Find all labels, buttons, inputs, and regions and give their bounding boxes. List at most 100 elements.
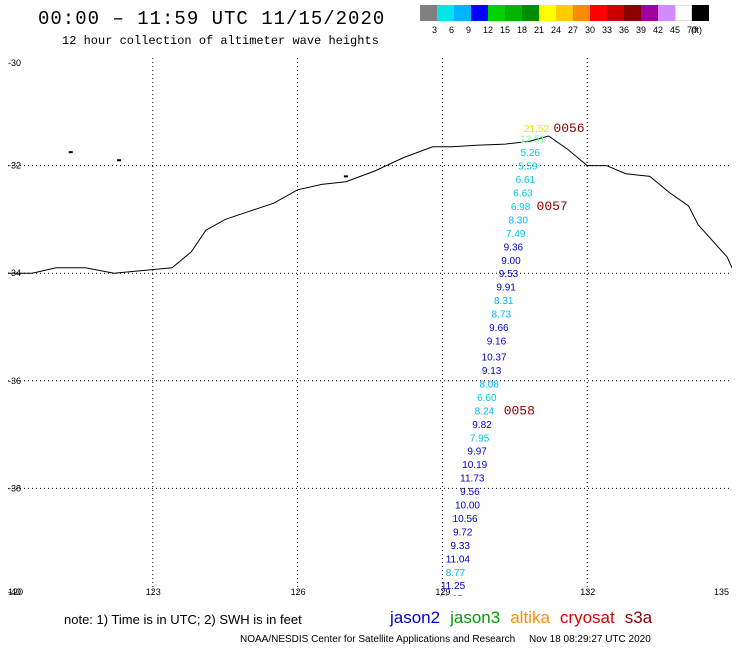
satellite-s3a: s3a xyxy=(624,608,653,627)
legend-tick-label: 3 xyxy=(432,25,438,35)
generated-timestamp: Nov 18 08:29:27 UTC 2020 xyxy=(529,634,651,645)
legend-swatch xyxy=(522,5,539,21)
legend-swatch xyxy=(692,5,709,21)
legend-swatch xyxy=(658,5,675,21)
map-border xyxy=(8,58,732,596)
lat-label: -36 xyxy=(8,376,21,386)
time-labels-layer: 0056005700580059 xyxy=(504,121,585,418)
swh-value: 5.59 xyxy=(518,162,538,173)
satellite-legend: jason2 jason3 altika cryosat s3a xyxy=(390,608,662,628)
swh-value: 9.36 xyxy=(504,242,524,253)
legend-unit: (ft) xyxy=(691,25,702,35)
legend-tick-label: 39 xyxy=(636,25,647,35)
lat-label: -38 xyxy=(8,483,21,493)
legend-tick-label: 33 xyxy=(602,25,613,35)
time-label: 0057 xyxy=(537,199,568,214)
legend-tick-label: 9 xyxy=(466,25,472,35)
legend-tick-label: 70 xyxy=(687,25,698,35)
swh-value: 8.77 xyxy=(446,568,466,579)
time-label: 0058 xyxy=(504,403,535,418)
swh-value: 12.51 xyxy=(520,135,545,146)
swh-value: 6.61 xyxy=(516,175,536,186)
swh-value: 9.66 xyxy=(489,323,509,334)
legend-tick-label: 24 xyxy=(551,25,562,35)
lat-label: -32 xyxy=(8,161,21,171)
satellite-altika: altika xyxy=(510,608,550,627)
lon-label: 129 xyxy=(435,587,450,596)
swh-value: 10.56 xyxy=(453,514,478,525)
legend-swatch xyxy=(590,5,607,21)
lat-label: -30 xyxy=(8,58,21,68)
swh-value: 5.26 xyxy=(521,148,541,159)
swh-value: 9.53 xyxy=(499,269,519,280)
swh-value: 10.25 xyxy=(438,595,463,596)
swh-value: 9.33 xyxy=(451,541,471,552)
island xyxy=(117,159,122,162)
legend-swatch xyxy=(556,5,573,21)
legend-tick-label: 21 xyxy=(534,25,545,35)
legend-swatch xyxy=(505,5,522,21)
legend-swatch xyxy=(539,5,556,21)
island xyxy=(68,151,73,154)
legend-swatch xyxy=(437,5,454,21)
coastline-layer xyxy=(8,135,732,274)
legend-tick-label: 15 xyxy=(500,25,511,35)
map-frame: -30 -32 -34 -36 -38 -40 120 123 126 129 132 135 21.… xyxy=(8,58,732,596)
legend-swatch xyxy=(607,5,624,21)
time-label: 0056 xyxy=(553,121,584,136)
legend-swatch xyxy=(573,5,590,21)
satellite-cryosat: cryosat xyxy=(559,608,615,627)
legend-swatch xyxy=(488,5,505,21)
swh-value: 11.25 xyxy=(441,581,466,592)
legend-swatch xyxy=(471,5,488,21)
lon-label: 120 xyxy=(8,587,23,596)
color-legend: 3 6 9 12 15 18 21 24 27 30 33 36 39 42 45 70 (ft) xyxy=(420,5,730,37)
satellite-jason3: jason3 xyxy=(450,608,501,627)
page-subtitle: 12 hour collection of altimeter wave hei… xyxy=(62,34,379,48)
swh-value: 8.31 xyxy=(494,296,514,307)
credit-line: NOAA/NESDIS Center for Satellite Applica… xyxy=(240,634,651,645)
legend-swatch xyxy=(420,5,437,21)
swh-value: 9.91 xyxy=(496,283,516,294)
legend-tick-label: 36 xyxy=(619,25,630,35)
lon-label: 123 xyxy=(146,587,161,596)
swh-value: 9.13 xyxy=(482,366,502,377)
swh-value: 8.30 xyxy=(508,215,528,226)
lon-label: 135 xyxy=(714,587,729,596)
lon-label: 126 xyxy=(291,587,306,596)
footnote: note: 1) Time is in UTC; 2) SWH is in fe… xyxy=(64,612,302,627)
swh-value: 6.98 xyxy=(511,202,531,213)
swh-value: 6.63 xyxy=(513,189,533,200)
legend-swatch xyxy=(675,5,692,21)
swh-value: 9.16 xyxy=(487,336,507,347)
swh-value: 10.37 xyxy=(482,353,507,364)
swh-value: 8.24 xyxy=(475,406,495,417)
swh-value: 9.72 xyxy=(453,527,473,538)
swh-value: 11.73 xyxy=(460,474,485,485)
lat-label: -34 xyxy=(8,268,21,278)
satellite-jason2: jason2 xyxy=(390,608,441,627)
lat-label: -40 xyxy=(8,587,21,596)
swh-value: 9.82 xyxy=(472,420,492,431)
swh-value: 7.49 xyxy=(506,229,526,240)
swh-value: 8.08 xyxy=(479,379,499,390)
legend-tick-label: 18 xyxy=(517,25,528,35)
swh-value: 8.73 xyxy=(492,310,512,321)
legend-tick-label: 45 xyxy=(670,25,681,35)
legend-tick-label: 30 xyxy=(585,25,596,35)
swh-value: 9.56 xyxy=(460,487,480,498)
page-title: 00:00 – 11:59 UTC 11/15/2020 xyxy=(38,8,386,30)
grid-layer xyxy=(8,58,732,596)
swh-value: 10.19 xyxy=(462,460,487,471)
credit-text: NOAA/NESDIS Center for Satellite Applica… xyxy=(240,634,516,645)
coastline xyxy=(8,135,732,274)
lon-label: 132 xyxy=(580,587,595,596)
island xyxy=(343,175,348,178)
legend-swatch xyxy=(454,5,471,21)
legend-tick-label: 42 xyxy=(653,25,664,35)
swh-value: 6.60 xyxy=(477,393,497,404)
legend-swatch xyxy=(624,5,641,21)
legend-tick-label: 6 xyxy=(449,25,455,35)
